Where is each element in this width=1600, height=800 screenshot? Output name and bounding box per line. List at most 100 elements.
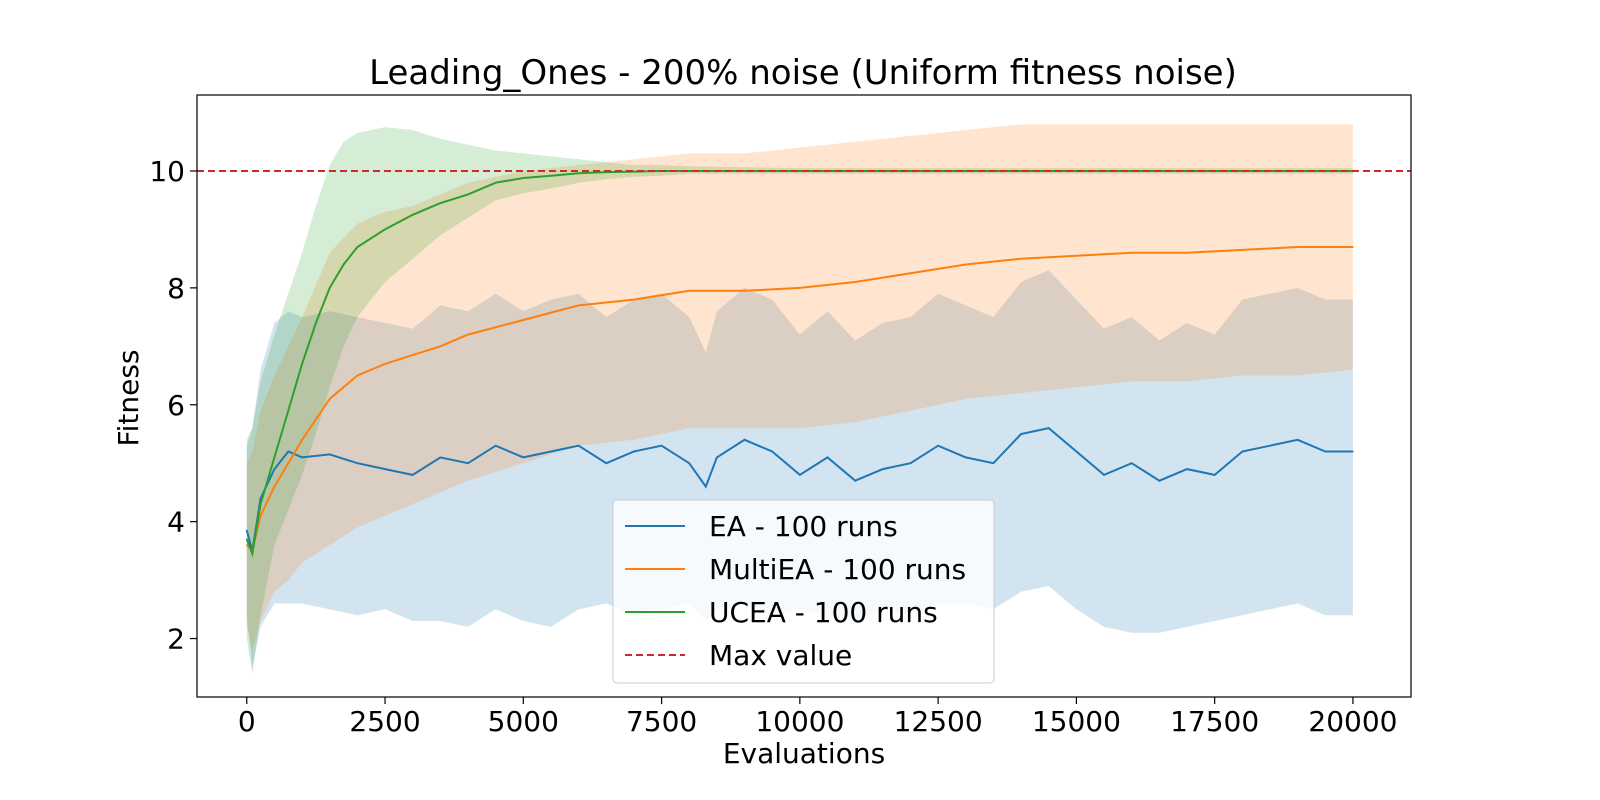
point-series-1 <box>522 456 525 459</box>
point-series-1 <box>992 462 995 465</box>
point-series-1 <box>854 479 856 482</box>
x-tick-label: 2500 <box>349 705 420 738</box>
band-series-3 <box>246 127 1353 674</box>
point-series-2 <box>259 515 262 517</box>
x-tick-label: 15000 <box>1032 705 1121 738</box>
point-series-3 <box>301 363 303 365</box>
point-series-1 <box>411 474 414 476</box>
legend-item-series-2-label: MultiEA - 100 runs <box>709 553 966 586</box>
point-series-1 <box>1352 450 1354 453</box>
line-series-2 <box>246 246 1353 553</box>
point-series-2 <box>328 398 331 400</box>
point-series-2 <box>854 281 856 283</box>
point-series-1 <box>467 462 469 465</box>
point-series-2 <box>743 290 746 292</box>
point-series-3 <box>799 170 801 172</box>
plot-inner <box>197 124 1411 674</box>
point-series-1 <box>605 462 608 465</box>
x-tick-label: 5000 <box>488 705 559 738</box>
point-series-1 <box>1186 468 1188 470</box>
point-series-3 <box>251 553 254 555</box>
point-series-1 <box>246 529 248 532</box>
point-series-1 <box>688 462 690 465</box>
point-series-1 <box>1324 450 1327 453</box>
point-series-1 <box>259 497 262 500</box>
point-series-1 <box>328 453 331 456</box>
point-series-3 <box>246 538 248 540</box>
legend-item-series-1-label: EA - 100 runs <box>709 510 898 543</box>
point-series-1 <box>1130 462 1133 465</box>
point-series-1 <box>1047 427 1050 429</box>
legend-item-series-3-label: UCEA - 100 runs <box>709 596 938 629</box>
point-series-2 <box>1130 252 1133 254</box>
point-series-1 <box>1158 479 1161 482</box>
point-series-2 <box>1352 246 1354 248</box>
point-series-3 <box>328 287 331 289</box>
y-axis-label: Fitness <box>112 350 145 447</box>
point-series-2 <box>799 287 801 289</box>
band-series-1 <box>246 270 1353 668</box>
point-series-1 <box>882 468 884 470</box>
point-series-1 <box>716 456 718 459</box>
plot-area <box>197 124 1411 674</box>
point-series-2 <box>384 363 386 365</box>
point-series-1 <box>1269 444 1271 447</box>
point-series-1 <box>771 450 773 453</box>
point-series-2 <box>965 263 967 266</box>
point-series-3 <box>467 193 469 196</box>
point-series-1 <box>287 450 290 453</box>
point-series-2 <box>577 304 580 307</box>
point-series-1 <box>439 456 442 459</box>
point-series-3 <box>550 174 552 177</box>
point-series-2 <box>909 272 912 275</box>
point-series-1 <box>909 462 912 465</box>
point-series-2 <box>688 290 690 292</box>
point-series-1 <box>799 474 801 476</box>
point-series-1 <box>273 468 276 470</box>
x-tick-label: 7500 <box>626 705 697 738</box>
point-series-1 <box>1241 450 1244 453</box>
y-axis: 2 4 6 8 10 <box>149 155 197 656</box>
point-series-1 <box>705 485 707 488</box>
plot-frame <box>196 94 1412 698</box>
point-series-2 <box>467 333 469 336</box>
point-series-3 <box>384 228 386 231</box>
point-series-3 <box>273 456 276 459</box>
point-series-1 <box>1075 450 1078 453</box>
x-tick-label: 17500 <box>1170 705 1259 738</box>
point-series-2 <box>246 544 248 546</box>
x-axis: 0 2500 5000 7500 10000 12500 15000 17500 20000 <box>238 697 1397 738</box>
legend-item-max-value-label: Max value <box>709 639 852 672</box>
point-series-2 <box>439 345 442 348</box>
point-series-1 <box>384 468 386 470</box>
y-tick-label: 10 <box>149 155 185 188</box>
point-series-1 <box>660 444 663 447</box>
point-series-3 <box>287 409 290 412</box>
point-series-3 <box>259 503 262 505</box>
point-series-2 <box>633 298 635 301</box>
point-series-3 <box>1075 170 1078 172</box>
x-tick-label: 0 <box>238 705 256 738</box>
point-series-2 <box>287 462 290 465</box>
point-series-3 <box>439 202 442 204</box>
point-series-2 <box>301 439 303 441</box>
point-series-1 <box>826 456 829 459</box>
point-series-2 <box>411 354 414 356</box>
x-tick-label: 10000 <box>755 705 844 738</box>
point-series-2 <box>522 319 525 321</box>
point-series-3 <box>494 181 497 184</box>
point-series-2 <box>1241 249 1244 251</box>
point-series-1 <box>301 456 303 459</box>
point-series-2 <box>273 485 276 488</box>
y-tick-label: 8 <box>167 272 185 305</box>
x-tick-label: 12500 <box>894 705 983 738</box>
point-series-1 <box>1296 439 1299 441</box>
point-series-1 <box>1020 433 1022 435</box>
point-series-3 <box>315 322 317 324</box>
y-tick-label: 4 <box>167 506 185 539</box>
legend: EA - 100 runs MultiEA - 100 runs UCEA - 10… <box>612 499 995 684</box>
point-series-1 <box>633 450 635 453</box>
point-series-3 <box>577 172 580 175</box>
x-tick-label: 20000 <box>1308 705 1397 738</box>
